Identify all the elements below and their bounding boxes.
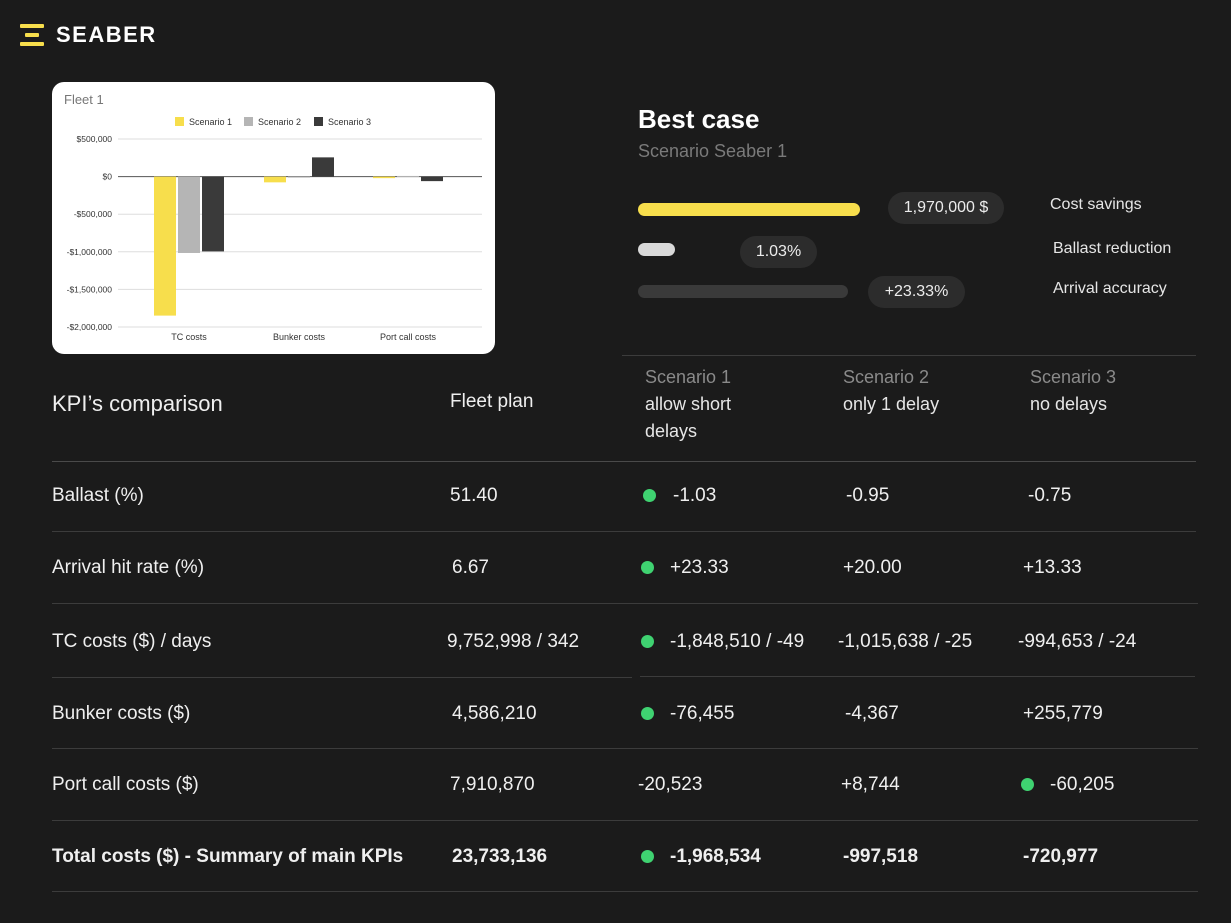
best-case-subtitle: Scenario Seaber 1 xyxy=(638,141,788,161)
row-port-s3: -60,205 xyxy=(1050,774,1115,795)
bar-bunker-costs-scenario-2 xyxy=(288,176,310,178)
y-tick-label: -$1,000,000 xyxy=(67,247,113,257)
row-total-best-dot xyxy=(641,850,654,863)
chart-title: Fleet 1 xyxy=(64,92,104,107)
row-ballast-fleet: 51.40 xyxy=(450,485,498,506)
table-bottom-divider xyxy=(52,891,1198,892)
fleet-bar-chart: Fleet 1 Scenario 1 Scenario 2 Scenario 3 $50… xyxy=(64,92,482,342)
x-tick-label: Port call costs xyxy=(380,332,437,342)
row-arrival-fleet: 6.67 xyxy=(452,557,489,578)
scenario-2-desc: only 1 delay xyxy=(843,394,940,414)
row-divider xyxy=(52,748,1198,749)
scenario-2-header: Scenario 2 only 1 delay xyxy=(843,364,939,418)
row-divider xyxy=(52,603,1198,604)
scenario-3-desc: no delays xyxy=(1030,394,1108,414)
row-arrival-s3: +13.33 xyxy=(1023,557,1082,578)
bar-tc-costs-scenario-1 xyxy=(154,176,176,316)
y-tick-label: -$500,000 xyxy=(74,209,113,219)
y-tick-label: $0 xyxy=(103,172,113,182)
row-ballast-s3: -0.75 xyxy=(1028,485,1072,506)
row-bunker-best-dot xyxy=(641,707,654,720)
legend-swatch-1 xyxy=(175,117,184,126)
row-port-label: Port call costs ($) xyxy=(52,774,199,795)
row-total-fleet: 23,733,136 xyxy=(452,846,548,867)
arrival-accuracy-label: Arrival accuracy xyxy=(1053,280,1167,297)
row-port-s2: +8,744 xyxy=(841,774,900,795)
bar-tc-costs-scenario-3 xyxy=(202,176,224,252)
row-divider xyxy=(52,677,632,678)
fleet-chart-card: Fleet 1 Scenario 1 Scenario 2 Scenario 3 $50… xyxy=(52,82,495,354)
fleet-plan-header: Fleet plan xyxy=(450,391,534,412)
row-bunker-label: Bunker costs ($) xyxy=(52,703,191,724)
row-total-s2: -997,518 xyxy=(843,846,919,867)
legend-label-1: Scenario 1 xyxy=(189,117,232,127)
row-arrival-best-dot xyxy=(641,561,654,574)
header-bottom-divider xyxy=(52,461,1196,462)
cost-savings-pill: 1,970,000 $ xyxy=(888,192,1004,224)
legend-swatch-3 xyxy=(314,117,323,126)
row-arrival-s2: +20.00 xyxy=(843,557,902,578)
bar-bunker-costs-scenario-3 xyxy=(312,157,334,177)
scenario-1-name: Scenario 1 xyxy=(645,367,732,387)
y-tick-label: -$2,000,000 xyxy=(67,322,113,332)
row-port-best-dot xyxy=(1021,778,1034,791)
best-case-header: Best case Scenario Seaber 1 xyxy=(638,104,787,162)
row-ballast-s2: -0.95 xyxy=(846,485,890,506)
row-arrival-s1: +23.33 xyxy=(670,557,729,578)
legend-swatch-2 xyxy=(244,117,253,126)
bar-port-call-costs-scenario-1 xyxy=(373,176,395,179)
seaber-logo-icon xyxy=(20,23,44,47)
ballast-reduction-label: Ballast reduction xyxy=(1053,240,1172,257)
best-case-title: Best case xyxy=(638,104,760,134)
row-ballast-s1: -1.03 xyxy=(673,485,717,506)
row-port-fleet: 7,910,870 xyxy=(450,774,535,795)
row-bunker-s3: +255,779 xyxy=(1023,703,1103,724)
row-tc-fleet: 9,752,998 / 342 xyxy=(447,631,580,652)
scenario-2-name: Scenario 2 xyxy=(843,367,930,387)
legend-label-2: Scenario 2 xyxy=(258,117,301,127)
row-bunker-s2: -4,367 xyxy=(845,703,899,724)
row-port-s1: -20,523 xyxy=(638,774,703,795)
arrival-accuracy-pill: +23.33% xyxy=(868,276,965,308)
x-tick-label: Bunker costs xyxy=(273,332,326,342)
row-ballast-label: Ballast (%) xyxy=(52,485,144,506)
row-tc-s1: -1,848,510 / -49 xyxy=(670,631,805,652)
seaber-logo: SEABER xyxy=(20,22,157,48)
scenario-1-desc-line1: allow short xyxy=(645,394,732,414)
cost-savings-bar xyxy=(638,203,860,216)
row-bunker-s1: -76,455 xyxy=(670,703,735,724)
scenario-1-header: Scenario 1 allow short delays xyxy=(645,364,731,445)
y-tick-label: -$1,500,000 xyxy=(67,284,113,294)
ballast-reduction-pill: 1.03% xyxy=(740,236,817,268)
row-total-s3: -720,977 xyxy=(1023,846,1099,867)
row-divider xyxy=(52,820,1198,821)
arrival-accuracy-bar xyxy=(638,285,848,298)
row-bunker-fleet: 4,586,210 xyxy=(452,703,537,724)
y-tick-label: $500,000 xyxy=(77,134,113,144)
row-tc-best-dot xyxy=(641,635,654,648)
bar-port-call-costs-scenario-3 xyxy=(421,176,443,182)
kpi-comparison-title: KPI’s comparison xyxy=(52,391,223,416)
row-total-s1: -1,968,534 xyxy=(670,846,761,867)
row-total-label: Total costs ($) - Summary of main KPIs xyxy=(52,846,404,867)
brand-name: SEABER xyxy=(56,22,157,47)
row-tc-s3: -994,653 / -24 xyxy=(1018,631,1137,652)
bar-bunker-costs-scenario-1 xyxy=(264,176,286,183)
bar-tc-costs-scenario-2 xyxy=(178,176,200,253)
row-divider xyxy=(52,531,1196,532)
bar-port-call-costs-scenario-2 xyxy=(397,175,419,177)
cost-savings-label: Cost savings xyxy=(1050,196,1142,213)
row-arrival-label: Arrival hit rate (%) xyxy=(52,557,205,578)
scenario-1-desc-line2: delays xyxy=(645,421,698,441)
legend-label-3: Scenario 3 xyxy=(328,117,371,127)
scenario-3-name: Scenario 3 xyxy=(1030,367,1117,387)
scenario-3-header: Scenario 3 no delays xyxy=(1030,364,1116,418)
header-top-divider xyxy=(622,355,1196,356)
row-ballast-best-dot xyxy=(643,489,656,502)
row-tc-label: TC costs ($) / days xyxy=(52,631,212,652)
x-tick-label: TC costs xyxy=(171,332,207,342)
ballast-reduction-bar xyxy=(638,243,675,256)
row-divider xyxy=(640,676,1195,677)
row-tc-s2: -1,015,638 / -25 xyxy=(838,631,973,652)
